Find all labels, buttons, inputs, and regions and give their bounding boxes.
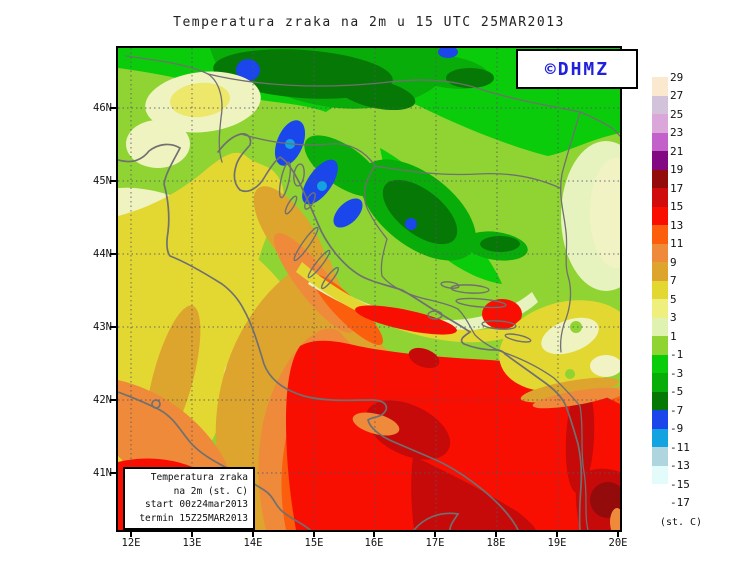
- lon-axis-label: 16E: [364, 537, 384, 549]
- colorbar-tick-label: 1: [670, 329, 677, 343]
- lon-axis-tick: [373, 532, 375, 537]
- lon-axis-label: 15E: [304, 537, 324, 549]
- colorbar-tick-label: -3: [670, 366, 684, 380]
- lat-axis-label: 41N: [93, 467, 112, 479]
- lon-axis-label: 19E: [547, 537, 567, 549]
- colorbar-tick-label: 25: [670, 107, 684, 121]
- lon-axis-label: 20E: [608, 537, 628, 549]
- colorbar-swatch: [652, 317, 668, 336]
- colorbar-tick-label: 29: [670, 70, 684, 84]
- colorbar-tick-label: 5: [670, 292, 677, 306]
- colorbar-swatch: [652, 243, 668, 262]
- colorbar-tick-label: -7: [670, 403, 684, 417]
- colorbar-swatch: [652, 225, 668, 244]
- inset-legend-line: termin 15Z25MAR2013: [139, 512, 248, 524]
- colorbar-swatch: [652, 114, 668, 133]
- lat-axis-label: 45N: [93, 175, 112, 187]
- colorbar-swatch: [652, 151, 668, 170]
- lat-axis-label: 43N: [93, 321, 112, 333]
- colorbar-tick-label: 9: [670, 255, 677, 269]
- lon-axis-tick: [191, 532, 193, 537]
- inset-legend-line: na 2m (st. C): [173, 485, 248, 497]
- graticule: [118, 48, 620, 530]
- lon-axis-label: 12E: [121, 537, 141, 549]
- lat-axis-label: 46N: [93, 102, 112, 114]
- colorbar-tick-label: 21: [670, 144, 684, 158]
- colorbar-swatch: [652, 188, 668, 207]
- colorbar-tick-label: 13: [670, 218, 684, 232]
- colorbar-tick-label: 11: [670, 237, 684, 250]
- colorbar-swatch: [652, 206, 668, 225]
- lat-axis-tick: [110, 472, 116, 474]
- lon-axis-tick: [130, 532, 132, 537]
- colorbar-swatch: [652, 336, 668, 355]
- colorbar-tick-label: 27: [670, 89, 684, 102]
- islands: [278, 161, 532, 343]
- colorbar-tick-label: 3: [670, 311, 677, 324]
- lon-axis-tick: [556, 532, 558, 537]
- colorbar-swatch: [652, 447, 668, 466]
- colorbar-tick-label: 17: [670, 181, 684, 195]
- colorbar-tick-label: -1: [670, 348, 684, 361]
- colorbar-tick-label: -13: [670, 459, 690, 472]
- lon-axis-tick: [252, 532, 254, 537]
- colorbar-tick-label: -15: [670, 477, 690, 491]
- lat-axis-tick: [110, 107, 116, 109]
- colorbar-swatch: [652, 428, 668, 447]
- colorbar-swatch: [652, 373, 668, 392]
- colorbar-tick-label: 19: [670, 163, 684, 176]
- lon-axis-label: 14E: [243, 537, 263, 549]
- colorbar-tick-label: 23: [670, 126, 684, 139]
- colorbar-swatch: [652, 95, 668, 114]
- temperature-field-svg: [118, 48, 620, 530]
- lat-axis-tick: [110, 180, 116, 182]
- colorbar-swatch: [652, 410, 668, 429]
- colorbar-swatch: [652, 354, 668, 373]
- colorbar-tick-label: -5: [670, 385, 684, 398]
- colorbar-swatch: [652, 299, 668, 318]
- lon-axis-label: 18E: [486, 537, 506, 549]
- colorbar-tick-label: -9: [670, 422, 684, 435]
- colorbar-tick-label: 7: [670, 274, 677, 287]
- lat-axis-tick: [110, 253, 116, 255]
- lat-axis-tick: [110, 326, 116, 328]
- colorbar-tick-label: 15: [670, 200, 684, 213]
- inset-legend-line: start 00z24mar2013: [145, 499, 248, 510]
- lat-axis-label: 42N: [93, 394, 112, 406]
- inset-legend-box: Temperatura zraka na 2m (st. C) start 00…: [123, 467, 255, 530]
- lon-axis-tick: [495, 532, 497, 537]
- dhmz-watermark-text: ©DHMZ: [544, 58, 610, 80]
- colorbar-unit-label: (st. C): [659, 517, 703, 528]
- colorbar-swatch: [652, 465, 668, 484]
- lon-axis-tick: [617, 532, 619, 537]
- colorbar-swatch: [652, 484, 668, 503]
- colorbar-swatch: [652, 280, 668, 299]
- colorbar-swatch: [652, 262, 668, 281]
- lon-axis-tick: [313, 532, 315, 537]
- colorbar-swatch: [652, 77, 668, 96]
- colorbar-tick-label: -11: [670, 440, 690, 454]
- colorbar-swatch: [652, 169, 668, 188]
- colorbar-swatch: [652, 132, 668, 151]
- dhmz-watermark-box: ©DHMZ: [516, 49, 638, 89]
- lat-axis-label: 44N: [93, 248, 112, 260]
- lat-axis-tick: [110, 399, 116, 401]
- page-title: Temperatura zraka na 2m u 15 UTC 25MAR20…: [173, 15, 565, 30]
- lon-axis-label: 17E: [425, 537, 445, 549]
- lon-axis-tick: [434, 532, 436, 537]
- lon-axis-label: 13E: [182, 537, 202, 549]
- borders: [125, 55, 620, 530]
- inset-legend-line: Temperatura zraka: [150, 472, 248, 483]
- temperature-map: [116, 46, 622, 532]
- colorbar-tick-label: -17: [670, 496, 690, 509]
- colorbar-swatch: [652, 391, 668, 410]
